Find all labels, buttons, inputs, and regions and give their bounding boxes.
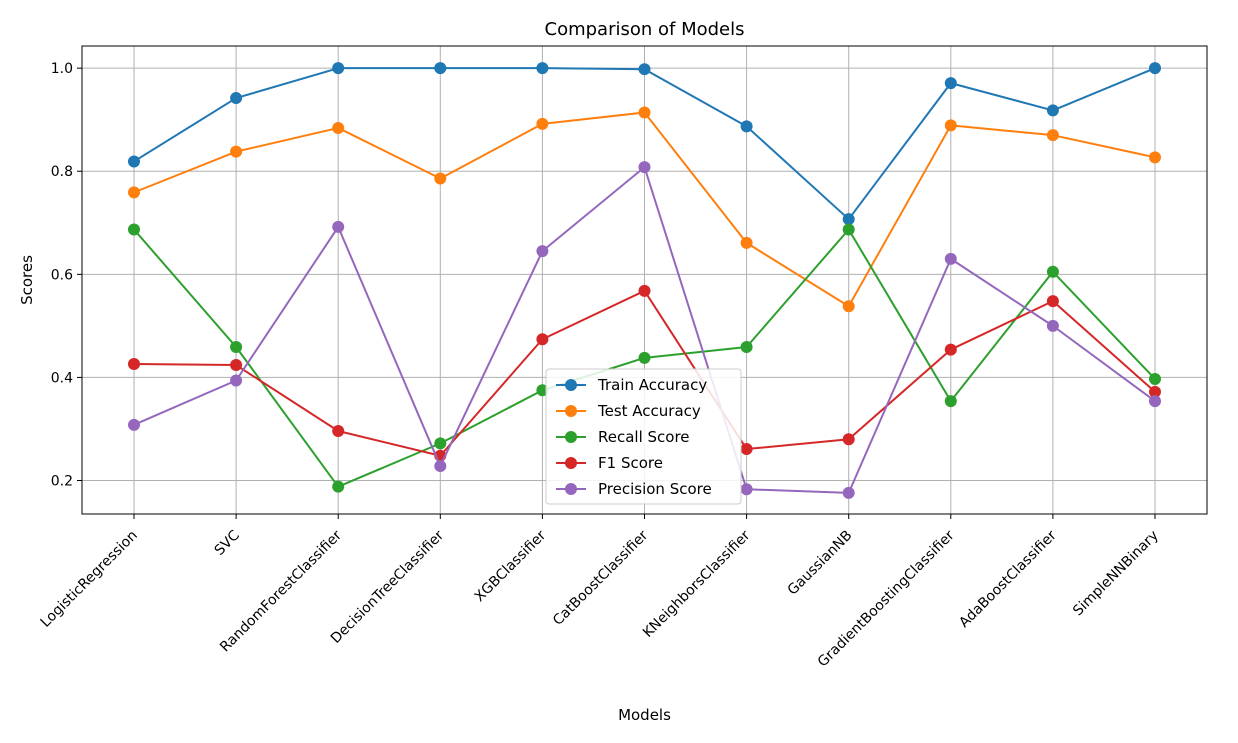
data-point	[740, 120, 753, 133]
data-point	[230, 92, 243, 105]
series-train-accuracy	[128, 62, 1161, 226]
legend-label: Recall Score	[598, 428, 690, 446]
chart-title: Comparison of Models	[545, 19, 745, 40]
data-point	[128, 186, 140, 199]
data-point	[740, 483, 753, 496]
legend-box	[545, 368, 742, 505]
data-point	[128, 418, 140, 431]
legend-label: F1 Score	[598, 454, 663, 472]
data-point	[230, 374, 243, 387]
y-tick-label: 0.4	[51, 370, 73, 386]
legend-label: Train Accuracy	[597, 376, 707, 394]
data-point	[944, 395, 957, 408]
data-point	[230, 145, 243, 158]
x-axis-title: Models	[618, 706, 671, 724]
series-lines	[128, 62, 1161, 499]
data-point	[230, 341, 243, 354]
data-point	[638, 161, 651, 174]
data-point	[434, 460, 447, 473]
y-tick-label: 0.2	[51, 473, 73, 489]
data-point	[536, 62, 549, 75]
legend: Train Accuracy Test Accuracy Recall Score F…	[545, 368, 742, 505]
legend-marker	[565, 431, 577, 443]
data-point	[740, 341, 753, 354]
data-point	[128, 155, 140, 168]
data-point	[536, 245, 549, 258]
data-point	[434, 172, 447, 185]
legend-label: Test Accuracy	[597, 402, 701, 420]
legend-marker	[565, 457, 577, 469]
data-point	[842, 300, 855, 313]
data-point	[638, 63, 651, 76]
data-point	[1149, 372, 1161, 385]
data-point	[332, 480, 345, 493]
data-point	[434, 437, 447, 450]
data-point	[842, 433, 855, 446]
data-point	[536, 384, 549, 397]
legend-marker	[565, 405, 577, 417]
data-point	[230, 359, 243, 372]
y-tick-label: 0.8	[51, 164, 73, 180]
data-point	[740, 443, 753, 456]
data-point	[944, 343, 957, 356]
data-point	[842, 486, 855, 499]
data-point	[944, 119, 957, 132]
data-point	[128, 358, 140, 371]
data-point	[332, 121, 345, 134]
data-point	[1046, 129, 1059, 142]
data-point	[1149, 385, 1161, 398]
data-point	[740, 236, 753, 249]
y-axis-title: Scores	[18, 255, 36, 305]
data-point	[842, 223, 855, 236]
series-precision-score	[128, 161, 1161, 499]
legend-marker	[565, 379, 577, 391]
data-point	[1149, 395, 1161, 408]
series-test-accuracy	[128, 106, 1161, 313]
data-point	[536, 333, 549, 346]
data-point	[1149, 62, 1161, 75]
data-point	[944, 77, 957, 90]
data-point	[332, 62, 345, 75]
data-point	[638, 284, 651, 297]
y-tick-label: 1.0	[51, 61, 73, 77]
y-tick-label: 0.6	[51, 267, 73, 283]
data-point	[1046, 265, 1059, 278]
data-point	[638, 351, 651, 364]
data-point	[332, 220, 345, 233]
data-point	[536, 117, 549, 130]
series-recall-score	[128, 223, 1161, 493]
data-point	[638, 106, 651, 119]
legend-marker	[565, 483, 577, 495]
data-point	[128, 223, 140, 236]
data-point	[1046, 104, 1059, 117]
data-point	[1149, 151, 1161, 164]
data-point	[1046, 319, 1059, 332]
data-point	[1046, 295, 1059, 308]
data-point	[842, 213, 855, 226]
data-point	[434, 62, 447, 75]
data-point	[944, 252, 957, 265]
data-point	[332, 425, 345, 438]
legend-label: Precision Score	[598, 480, 712, 498]
